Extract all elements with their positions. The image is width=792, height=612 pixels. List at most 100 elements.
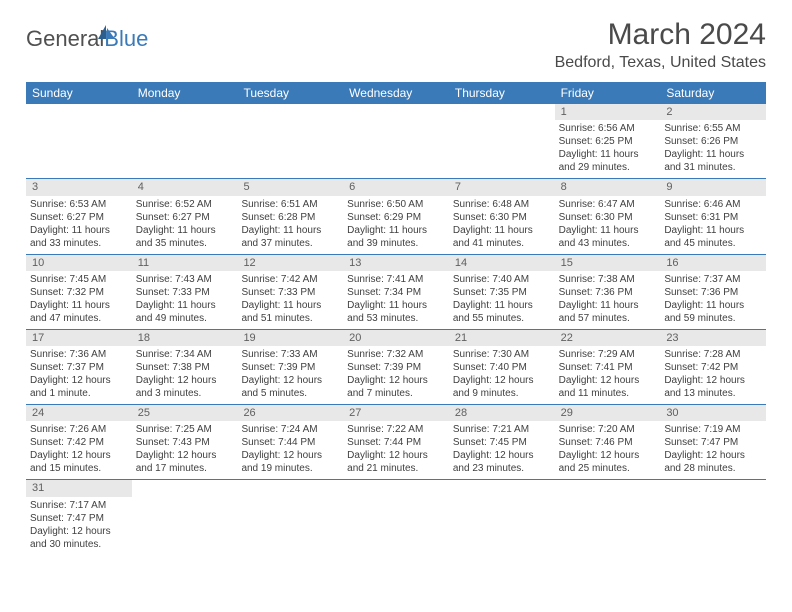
sunset-text: Sunset: 6:25 PM xyxy=(559,135,657,148)
sunrise-text: Sunrise: 7:30 AM xyxy=(453,348,551,361)
day-number: 11 xyxy=(132,255,238,271)
week-row: 1Sunrise: 6:56 AMSunset: 6:25 PMDaylight… xyxy=(26,104,766,179)
weekday-wednesday: Wednesday xyxy=(343,82,449,104)
week-row: 10Sunrise: 7:45 AMSunset: 7:32 PMDayligh… xyxy=(26,255,766,330)
day-cell xyxy=(237,104,343,178)
sunset-text: Sunset: 7:45 PM xyxy=(453,436,551,449)
day-cell: 21Sunrise: 7:30 AMSunset: 7:40 PMDayligh… xyxy=(449,330,555,404)
day-cell: 15Sunrise: 7:38 AMSunset: 7:36 PMDayligh… xyxy=(555,255,661,329)
day-body: Sunrise: 7:38 AMSunset: 7:36 PMDaylight:… xyxy=(555,271,661,329)
day-body: Sunrise: 7:45 AMSunset: 7:32 PMDaylight:… xyxy=(26,271,132,329)
sunrise-text: Sunrise: 7:26 AM xyxy=(30,423,128,436)
sunset-text: Sunset: 7:44 PM xyxy=(347,436,445,449)
sunset-text: Sunset: 6:27 PM xyxy=(136,211,234,224)
sunrise-text: Sunrise: 6:52 AM xyxy=(136,198,234,211)
day-body: Sunrise: 7:29 AMSunset: 7:41 PMDaylight:… xyxy=(555,346,661,404)
daylight-text: Daylight: 12 hours and 9 minutes. xyxy=(453,374,551,400)
week-row: 31Sunrise: 7:17 AMSunset: 7:47 PMDayligh… xyxy=(26,480,766,554)
day-cell xyxy=(660,480,766,554)
day-number: 3 xyxy=(26,179,132,195)
sunrise-text: Sunrise: 7:24 AM xyxy=(241,423,339,436)
day-cell: 8Sunrise: 6:47 AMSunset: 6:30 PMDaylight… xyxy=(555,179,661,253)
day-body: Sunrise: 7:34 AMSunset: 7:38 PMDaylight:… xyxy=(132,346,238,404)
sunset-text: Sunset: 7:41 PM xyxy=(559,361,657,374)
day-cell: 10Sunrise: 7:45 AMSunset: 7:32 PMDayligh… xyxy=(26,255,132,329)
sunset-text: Sunset: 6:30 PM xyxy=(453,211,551,224)
day-number: 27 xyxy=(343,405,449,421)
day-cell: 31Sunrise: 7:17 AMSunset: 7:47 PMDayligh… xyxy=(26,480,132,554)
day-number: 29 xyxy=(555,405,661,421)
daylight-text: Daylight: 11 hours and 29 minutes. xyxy=(559,148,657,174)
daylight-text: Daylight: 12 hours and 7 minutes. xyxy=(347,374,445,400)
daylight-text: Daylight: 12 hours and 28 minutes. xyxy=(664,449,762,475)
sunset-text: Sunset: 7:44 PM xyxy=(241,436,339,449)
day-number: 15 xyxy=(555,255,661,271)
day-cell: 29Sunrise: 7:20 AMSunset: 7:46 PMDayligh… xyxy=(555,405,661,479)
daylight-text: Daylight: 12 hours and 5 minutes. xyxy=(241,374,339,400)
day-cell: 18Sunrise: 7:34 AMSunset: 7:38 PMDayligh… xyxy=(132,330,238,404)
sunrise-text: Sunrise: 7:22 AM xyxy=(347,423,445,436)
daylight-text: Daylight: 11 hours and 31 minutes. xyxy=(664,148,762,174)
day-number: 7 xyxy=(449,179,555,195)
daylight-text: Daylight: 11 hours and 55 minutes. xyxy=(453,299,551,325)
day-cell: 24Sunrise: 7:26 AMSunset: 7:42 PMDayligh… xyxy=(26,405,132,479)
daylight-text: Daylight: 11 hours and 59 minutes. xyxy=(664,299,762,325)
day-cell: 4Sunrise: 6:52 AMSunset: 6:27 PMDaylight… xyxy=(132,179,238,253)
sunset-text: Sunset: 7:43 PM xyxy=(136,436,234,449)
daylight-text: Daylight: 11 hours and 53 minutes. xyxy=(347,299,445,325)
day-number: 1 xyxy=(555,104,661,120)
day-cell: 7Sunrise: 6:48 AMSunset: 6:30 PMDaylight… xyxy=(449,179,555,253)
day-body: Sunrise: 7:21 AMSunset: 7:45 PMDaylight:… xyxy=(449,421,555,479)
week-row: 17Sunrise: 7:36 AMSunset: 7:37 PMDayligh… xyxy=(26,330,766,405)
day-cell: 20Sunrise: 7:32 AMSunset: 7:39 PMDayligh… xyxy=(343,330,449,404)
daylight-text: Daylight: 11 hours and 51 minutes. xyxy=(241,299,339,325)
day-number: 24 xyxy=(26,405,132,421)
daylight-text: Daylight: 11 hours and 49 minutes. xyxy=(136,299,234,325)
daylight-text: Daylight: 12 hours and 15 minutes. xyxy=(30,449,128,475)
sunrise-text: Sunrise: 6:53 AM xyxy=(30,198,128,211)
day-body: Sunrise: 7:28 AMSunset: 7:42 PMDaylight:… xyxy=(660,346,766,404)
day-body: Sunrise: 6:48 AMSunset: 6:30 PMDaylight:… xyxy=(449,196,555,254)
day-cell: 16Sunrise: 7:37 AMSunset: 7:36 PMDayligh… xyxy=(660,255,766,329)
day-cell: 3Sunrise: 6:53 AMSunset: 6:27 PMDaylight… xyxy=(26,179,132,253)
sunrise-text: Sunrise: 7:29 AM xyxy=(559,348,657,361)
calendar-grid: SundayMondayTuesdayWednesdayThursdayFrid… xyxy=(26,82,766,555)
day-body: Sunrise: 6:47 AMSunset: 6:30 PMDaylight:… xyxy=(555,196,661,254)
day-body: Sunrise: 7:19 AMSunset: 7:47 PMDaylight:… xyxy=(660,421,766,479)
sunset-text: Sunset: 6:30 PM xyxy=(559,211,657,224)
sunset-text: Sunset: 7:34 PM xyxy=(347,286,445,299)
day-body: Sunrise: 7:43 AMSunset: 7:33 PMDaylight:… xyxy=(132,271,238,329)
daylight-text: Daylight: 12 hours and 30 minutes. xyxy=(30,525,128,551)
day-cell: 6Sunrise: 6:50 AMSunset: 6:29 PMDaylight… xyxy=(343,179,449,253)
weekday-friday: Friday xyxy=(555,82,661,104)
week-row: 24Sunrise: 7:26 AMSunset: 7:42 PMDayligh… xyxy=(26,405,766,480)
day-body: Sunrise: 7:17 AMSunset: 7:47 PMDaylight:… xyxy=(26,497,132,555)
day-number: 20 xyxy=(343,330,449,346)
sunset-text: Sunset: 6:26 PM xyxy=(664,135,762,148)
day-body: Sunrise: 7:33 AMSunset: 7:39 PMDaylight:… xyxy=(237,346,343,404)
sunset-text: Sunset: 7:36 PM xyxy=(559,286,657,299)
sunset-text: Sunset: 6:29 PM xyxy=(347,211,445,224)
daylight-text: Daylight: 12 hours and 21 minutes. xyxy=(347,449,445,475)
sunrise-text: Sunrise: 7:17 AM xyxy=(30,499,128,512)
day-body: Sunrise: 6:51 AMSunset: 6:28 PMDaylight:… xyxy=(237,196,343,254)
sunset-text: Sunset: 7:37 PM xyxy=(30,361,128,374)
sunrise-text: Sunrise: 7:32 AM xyxy=(347,348,445,361)
day-cell: 11Sunrise: 7:43 AMSunset: 7:33 PMDayligh… xyxy=(132,255,238,329)
sunset-text: Sunset: 6:28 PM xyxy=(241,211,339,224)
sunset-text: Sunset: 7:40 PM xyxy=(453,361,551,374)
sunrise-text: Sunrise: 7:43 AM xyxy=(136,273,234,286)
sunrise-text: Sunrise: 7:42 AM xyxy=(241,273,339,286)
sunrise-text: Sunrise: 7:34 AM xyxy=(136,348,234,361)
daylight-text: Daylight: 12 hours and 1 minute. xyxy=(30,374,128,400)
sunrise-text: Sunrise: 6:55 AM xyxy=(664,122,762,135)
day-number: 6 xyxy=(343,179,449,195)
day-cell: 1Sunrise: 6:56 AMSunset: 6:25 PMDaylight… xyxy=(555,104,661,178)
day-cell: 28Sunrise: 7:21 AMSunset: 7:45 PMDayligh… xyxy=(449,405,555,479)
logo-sail-icon xyxy=(96,23,118,41)
logo: GeneralBlue xyxy=(26,18,118,52)
day-cell: 25Sunrise: 7:25 AMSunset: 7:43 PMDayligh… xyxy=(132,405,238,479)
sunrise-text: Sunrise: 7:28 AM xyxy=(664,348,762,361)
sunset-text: Sunset: 7:38 PM xyxy=(136,361,234,374)
day-body: Sunrise: 6:53 AMSunset: 6:27 PMDaylight:… xyxy=(26,196,132,254)
